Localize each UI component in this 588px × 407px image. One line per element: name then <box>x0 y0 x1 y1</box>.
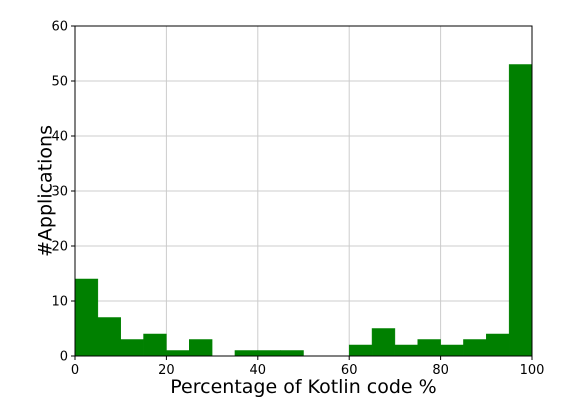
y-tick-label: 20 <box>51 240 68 255</box>
y-tick-label: 40 <box>51 130 68 145</box>
histogram-bar <box>166 350 190 357</box>
histogram-bar <box>97 317 121 357</box>
x-tick-label: 100 <box>520 363 545 378</box>
histogram-bar <box>417 339 441 357</box>
x-tick-label: 60 <box>341 363 358 378</box>
histogram-bar <box>508 64 533 357</box>
x-tick-label: 20 <box>158 363 175 378</box>
histogram-bar <box>234 350 259 357</box>
x-tick-label: 40 <box>250 363 267 378</box>
histogram-bar <box>394 344 418 357</box>
histogram-bar <box>463 339 487 357</box>
y-tick-label: 50 <box>51 75 68 90</box>
y-tick-label: 10 <box>51 295 68 310</box>
x-tick-label: 0 <box>71 363 79 378</box>
y-axis-ticks: 0 10 20 30 40 50 60 <box>51 20 75 365</box>
y-tick-label: 60 <box>51 20 68 35</box>
x-axis-ticks: 0 20 40 60 80 100 <box>71 356 545 378</box>
histogram-bar <box>189 339 213 357</box>
histogram-bar <box>120 339 144 357</box>
histogram-bar <box>348 344 373 357</box>
y-tick-label: 30 <box>51 185 68 200</box>
histogram-bar <box>74 278 99 357</box>
y-tick-label: 0 <box>60 350 68 365</box>
histogram-bar <box>280 350 304 357</box>
x-tick-label: 80 <box>432 363 449 378</box>
histogram-bar <box>440 344 464 357</box>
histogram-bar <box>143 333 167 357</box>
histogram-bar <box>257 350 281 357</box>
histogram-bars <box>74 64 533 357</box>
histogram-bar <box>486 333 510 357</box>
x-axis-title: Percentage of Kotlin code % <box>170 376 436 398</box>
histogram-bar <box>371 328 396 357</box>
y-axis-title: #Applications <box>35 125 57 257</box>
grid-lines <box>74 25 533 357</box>
